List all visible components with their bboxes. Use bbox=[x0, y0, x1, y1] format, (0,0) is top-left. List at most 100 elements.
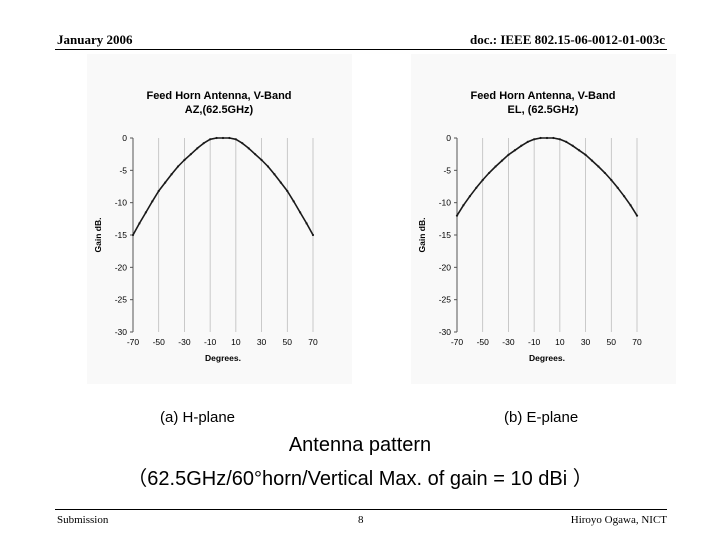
x-tick-label: 10 bbox=[231, 337, 241, 347]
data-point bbox=[462, 204, 465, 207]
footer-page-number: 8 bbox=[358, 514, 364, 526]
y-tick-label: 0 bbox=[446, 133, 451, 143]
data-point bbox=[571, 144, 574, 147]
data-point bbox=[520, 144, 523, 147]
data-point bbox=[507, 153, 510, 156]
data-point bbox=[209, 138, 212, 141]
data-point bbox=[151, 200, 154, 203]
data-point bbox=[616, 186, 619, 189]
chart-panel-h-plane: Feed Horn Antenna, V-Band AZ,(62.5GHz) 0 -5… bbox=[87, 54, 352, 384]
y-axis-label: Gain dB. bbox=[417, 218, 427, 253]
header-date: January 2006 bbox=[57, 32, 133, 47]
data-point bbox=[597, 165, 600, 168]
data-point bbox=[131, 233, 135, 237]
x-tick-label: -70 bbox=[127, 337, 140, 347]
y-tick-label: -5 bbox=[119, 165, 127, 175]
x-tick-label: -10 bbox=[528, 337, 541, 347]
data-point bbox=[176, 165, 180, 168]
data-point bbox=[138, 222, 141, 225]
data-point bbox=[552, 136, 555, 140]
y-tick-label: -30 bbox=[439, 327, 452, 337]
chart-subtitle: EL, (62.5GHz) bbox=[508, 104, 579, 116]
x-tick-label: 30 bbox=[581, 337, 591, 347]
data-point bbox=[635, 214, 639, 217]
data-point bbox=[260, 158, 263, 162]
chart-h-plane: Feed Horn Antenna, V-Band AZ,(62.5GHz) 0 -5… bbox=[93, 90, 318, 363]
x-tick-label: -50 bbox=[153, 337, 166, 347]
data-point bbox=[241, 142, 244, 145]
chart-title: Feed Horn Antenna, V-Band bbox=[146, 90, 291, 102]
data-point bbox=[234, 138, 237, 141]
data-point bbox=[286, 189, 289, 193]
data-point bbox=[215, 136, 218, 140]
data-point bbox=[623, 195, 626, 198]
data-point bbox=[533, 138, 536, 141]
data-point bbox=[189, 153, 192, 156]
x-tick-label: 70 bbox=[632, 337, 642, 347]
x-tick-label: -70 bbox=[451, 337, 464, 347]
gain-curve bbox=[132, 137, 314, 236]
data-point bbox=[254, 153, 257, 156]
x-tick-label: 70 bbox=[308, 337, 318, 347]
data-point bbox=[481, 178, 484, 182]
x-tick-label: 30 bbox=[257, 337, 267, 347]
y-tick-label: -25 bbox=[439, 295, 452, 305]
data-point bbox=[311, 233, 315, 237]
footer-author: Hiroyo Ogawa, NICT bbox=[570, 514, 667, 526]
footer-submission: Submission bbox=[57, 514, 109, 526]
data-point bbox=[247, 147, 250, 150]
chart-e-plane: Feed Horn Antenna, V-Band EL, (62.5GHz) 0 -… bbox=[417, 90, 642, 363]
data-point bbox=[565, 140, 568, 143]
data-point bbox=[455, 214, 459, 217]
data-point bbox=[273, 173, 276, 176]
x-axis-label: Degrees. bbox=[529, 353, 565, 363]
data-point bbox=[494, 165, 497, 168]
data-point bbox=[539, 136, 542, 140]
x-tick-label: 50 bbox=[607, 337, 617, 347]
data-point bbox=[578, 149, 581, 152]
x-tick-label: -10 bbox=[204, 337, 217, 347]
y-axis-label: Gain dB. bbox=[93, 218, 103, 253]
data-point bbox=[299, 211, 302, 214]
x-tick-label: 50 bbox=[283, 337, 293, 347]
y-tick-label: -25 bbox=[115, 295, 128, 305]
data-point bbox=[584, 153, 587, 156]
data-point bbox=[305, 222, 308, 225]
x-tick-label: -30 bbox=[502, 337, 515, 347]
data-point bbox=[590, 159, 594, 162]
data-point bbox=[157, 189, 160, 193]
figure-label-e-plane: (b) E-plane bbox=[504, 409, 579, 426]
data-point bbox=[558, 138, 561, 141]
data-point bbox=[500, 159, 504, 162]
gain-curve bbox=[456, 137, 638, 217]
data-point bbox=[279, 181, 282, 184]
data-point bbox=[221, 136, 225, 140]
x-tick-label: 10 bbox=[555, 337, 565, 347]
caption-details: （62.5GHz/60°horn/Vertical Max. of gain =… bbox=[127, 468, 593, 490]
data-point bbox=[144, 211, 147, 214]
data-point bbox=[202, 142, 205, 145]
y-tick-label: -15 bbox=[115, 230, 128, 240]
y-tick-label: -15 bbox=[439, 230, 452, 240]
data-point bbox=[610, 178, 613, 182]
chart-title: Feed Horn Antenna, V-Band bbox=[470, 90, 615, 102]
figure-label-h-plane: (a) H-plane bbox=[160, 409, 236, 426]
y-tick-label: -20 bbox=[115, 262, 128, 272]
y-tick-label: -5 bbox=[443, 165, 451, 175]
y-tick-label: 0 bbox=[122, 133, 127, 143]
y-tick-label: -20 bbox=[439, 262, 452, 272]
data-point bbox=[170, 173, 173, 176]
data-point bbox=[545, 136, 549, 140]
data-point bbox=[292, 200, 295, 203]
data-point bbox=[629, 204, 632, 207]
data-point bbox=[196, 147, 199, 150]
y-tick-label: -10 bbox=[115, 198, 128, 208]
x-axis-label: Degrees. bbox=[205, 353, 241, 363]
data-point bbox=[526, 140, 529, 143]
data-point bbox=[468, 195, 471, 198]
chart-subtitle: AZ,(62.5GHz) bbox=[185, 104, 254, 116]
data-point bbox=[228, 136, 231, 140]
footer-rule bbox=[55, 509, 667, 510]
caption-title: Antenna pattern bbox=[288, 434, 432, 456]
y-tick-label: -30 bbox=[115, 327, 128, 337]
